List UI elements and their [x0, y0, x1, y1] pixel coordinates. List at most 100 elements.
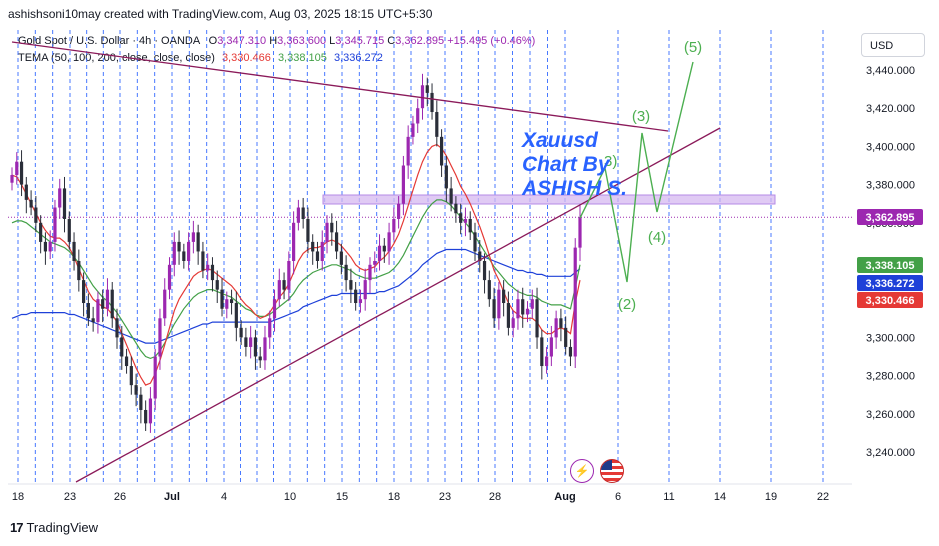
price-label-bg	[857, 257, 923, 273]
low-label: L	[329, 35, 336, 47]
price-labels: 3,362.895 3,338.105 3,336.272 3,330.466	[857, 209, 923, 308]
open-value: 3,347.310	[217, 35, 267, 47]
wave-label: 3)	[604, 153, 617, 170]
candle-body	[77, 261, 81, 281]
price-label: 3,338.105	[866, 260, 915, 272]
wave-label: (2)	[618, 296, 636, 313]
x-tick-label: 18	[12, 491, 24, 503]
candle-body	[301, 207, 305, 219]
candle-body	[315, 251, 320, 261]
x-tick-label: 22	[817, 491, 829, 503]
chart-attribution: ashishsoni10may created with TradingView…	[8, 7, 433, 21]
candle-body	[325, 222, 329, 242]
candle-body	[459, 213, 463, 223]
price-label: 3,330.466	[866, 295, 915, 307]
chart-grid	[8, 30, 852, 485]
candle-body	[201, 251, 205, 271]
x-tick-label: 14	[714, 491, 726, 503]
candle-body	[277, 280, 281, 300]
y-tick-label: 3,400.000	[866, 141, 915, 153]
price-label-bg	[857, 209, 923, 225]
x-tick-label: 23	[64, 491, 76, 503]
x-tick-label: 26	[114, 491, 126, 503]
price-label: 3,362.895	[866, 212, 915, 224]
candle-body	[43, 241, 48, 252]
candle-body	[196, 232, 200, 252]
candle-body	[72, 241, 76, 261]
candle-body	[268, 318, 272, 338]
candle-body	[177, 241, 181, 252]
candle-body	[206, 264, 210, 271]
candle-body	[449, 188, 453, 204]
candle-body	[48, 241, 52, 252]
candle-body	[387, 232, 391, 252]
candle-body	[58, 188, 62, 208]
x-tick-label: Aug	[554, 491, 575, 503]
brand-name: TradingView	[26, 520, 99, 535]
candle-body	[554, 318, 558, 338]
x-tick-label: 18	[388, 491, 400, 503]
candle-body	[487, 280, 491, 300]
x-tick-label: 15	[336, 491, 348, 503]
candle-body	[439, 136, 444, 166]
candle-body	[187, 241, 191, 261]
wave-label: (4)	[648, 229, 666, 246]
x-tick-label: 10	[284, 491, 296, 503]
lightning-icon[interactable]: ⚡	[570, 459, 594, 483]
candle-body	[506, 303, 511, 328]
candle-body	[105, 289, 110, 309]
candle-body	[368, 264, 372, 281]
price-label-bg	[857, 275, 923, 291]
candle-body	[129, 366, 133, 386]
candle-body	[258, 356, 262, 361]
candle-body	[406, 136, 410, 166]
candle-body	[435, 112, 439, 137]
candle-body	[249, 337, 253, 347]
candle-body	[67, 218, 71, 242]
candle-body	[101, 299, 105, 309]
candle-body	[511, 318, 515, 328]
candle-body	[148, 398, 153, 424]
annotation-line: Xauusd	[521, 129, 599, 152]
x-tick-label: 4	[221, 491, 227, 503]
candle-body	[96, 299, 100, 323]
candle-body	[482, 261, 487, 281]
price-label-bg	[857, 292, 923, 308]
candle-body	[320, 241, 324, 261]
currency-selector[interactable]: USD	[861, 33, 925, 57]
trend-lines	[11, 41, 721, 483]
candle-body	[564, 327, 568, 347]
candle-body	[134, 385, 138, 395]
candle-body	[578, 217, 582, 248]
us-flag-icon[interactable]	[600, 459, 624, 483]
indicator-name: TEMA (50, 100, 200, close, close, close)	[18, 52, 215, 64]
candle-body	[344, 264, 348, 281]
candle-body	[24, 184, 28, 200]
candle-body	[163, 289, 167, 319]
close-label: C	[387, 35, 396, 47]
candle-body	[182, 251, 186, 261]
candle-body	[15, 161, 19, 176]
candle-body	[158, 318, 162, 357]
candle-body	[478, 251, 482, 261]
candle-body	[401, 165, 405, 204]
candle-body	[139, 394, 143, 410]
candle-body	[282, 280, 286, 290]
y-tick-label: 3,280.000	[866, 371, 915, 383]
x-axis: 18 23 26 Jul 4 10 15 18 23 28 Aug 6 11 14 19 22	[12, 491, 829, 503]
candle-body	[516, 299, 520, 319]
resistance-zone-rect	[322, 194, 776, 205]
wave-path	[579, 61, 694, 283]
candle-body	[115, 318, 119, 338]
candle-body	[220, 289, 224, 309]
candle-body	[420, 85, 425, 109]
candle-body	[363, 280, 367, 300]
candle-body	[377, 245, 382, 261]
candle-body	[172, 241, 176, 265]
open-label: O	[208, 35, 218, 47]
x-tick-label: 11	[663, 491, 674, 503]
candle-body	[430, 92, 434, 113]
candle-body	[339, 251, 343, 265]
candle-body	[86, 303, 90, 319]
